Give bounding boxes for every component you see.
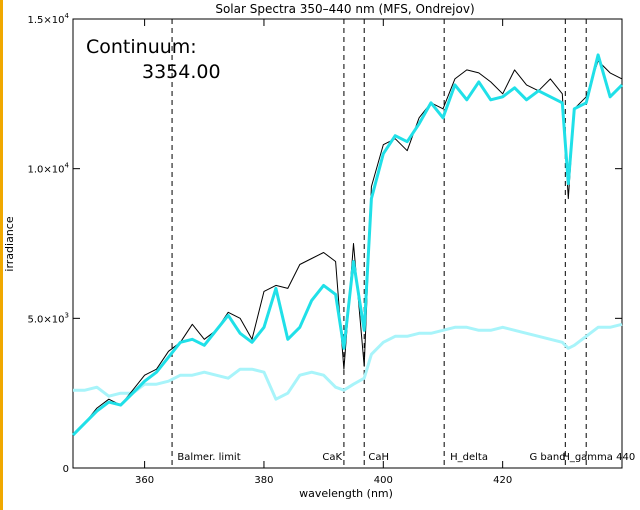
x-tick-label-2: 400 (374, 475, 393, 486)
reference-line-label-5: H_gamma 440 (562, 452, 635, 463)
continuum-label: Continuum: (86, 36, 197, 58)
chart-title: Solar Spectra 350–440 nm (MFS, Ondrejov) (215, 2, 474, 16)
plot-frame (72, 18, 623, 469)
x-tick-label-3: 420 (493, 475, 512, 486)
y-tick-label-1: 5.0×103 (28, 311, 69, 325)
reference-line-label-2: CaH (368, 452, 389, 463)
y-tick-label-0: 0 (63, 464, 69, 475)
series-black-spectrum (72, 60, 623, 436)
reference-line-label-4: G band (530, 452, 566, 463)
y-tick-label-3: 1.5×104 (28, 12, 70, 26)
continuum-value: 3354.00 (142, 61, 221, 83)
reference-line-label-3: H_delta (450, 452, 488, 463)
series-cyan-smoothed (71, 53, 624, 437)
reference-line-label-0: Balmer. limit (177, 452, 240, 463)
x-tick-label-0: 360 (135, 475, 154, 486)
y-tick-label-2: 1.0×104 (28, 162, 70, 176)
y-axis-label: irradiance (3, 216, 16, 271)
x-axis-label: wavelength (nm) (299, 487, 393, 500)
series-light-cyan-continuum (73, 322, 623, 401)
x-tick-label-1: 380 (254, 475, 273, 486)
window-left-edge (0, 0, 3, 510)
reference-line-label-1: CaK (322, 452, 342, 463)
